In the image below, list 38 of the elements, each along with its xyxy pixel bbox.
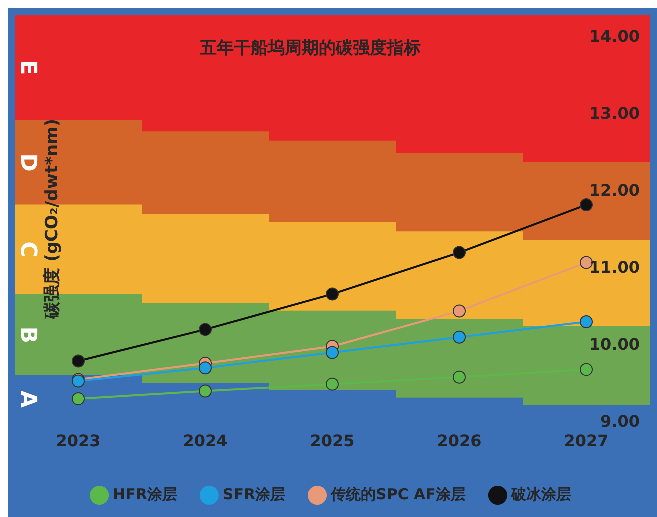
point [199,362,212,375]
legend-label: 传统的SPC AF涂层 [330,485,466,504]
point [453,370,466,384]
point [326,288,339,301]
x-tick-label: 2023 [56,432,101,451]
y-tick-label: 13.00 [589,104,640,124]
y-tick-label: 12.00 [589,181,640,200]
point [453,330,466,344]
point [453,304,466,318]
point [580,316,593,329]
y-tick-label: 9.00 [600,412,640,431]
annotation: B [15,326,40,344]
y-tick-label: 10.00 [589,335,640,354]
x-tick-label: 2027 [564,432,609,451]
annotation: C [15,242,40,258]
annotation: E [15,60,40,76]
annotation: D [15,154,40,172]
point [72,392,85,406]
point [326,378,339,391]
legend-label: HFR涂层 [113,485,178,504]
point [580,363,593,376]
y-axis-title: 碳强度 (gCO₂/dwt*nm) [42,118,62,320]
point [453,246,466,260]
x-tick-label: 2024 [183,432,228,451]
point [72,354,85,368]
annotation: A [15,390,40,408]
x-tick-label: 2026 [437,432,482,451]
point [199,323,212,336]
x-tick-label: 2025 [310,432,355,451]
point [199,384,212,398]
y-tick-label: 11.00 [589,258,640,278]
legend-label: SFR涂层 [222,485,286,504]
text: 五年干船坞周期的碳强度指标 [198,38,421,58]
legend-label: 破冰涂层 [510,485,572,504]
point [580,198,593,212]
point [326,346,339,360]
point [580,256,593,270]
y-tick-label: 14.00 [589,27,640,46]
